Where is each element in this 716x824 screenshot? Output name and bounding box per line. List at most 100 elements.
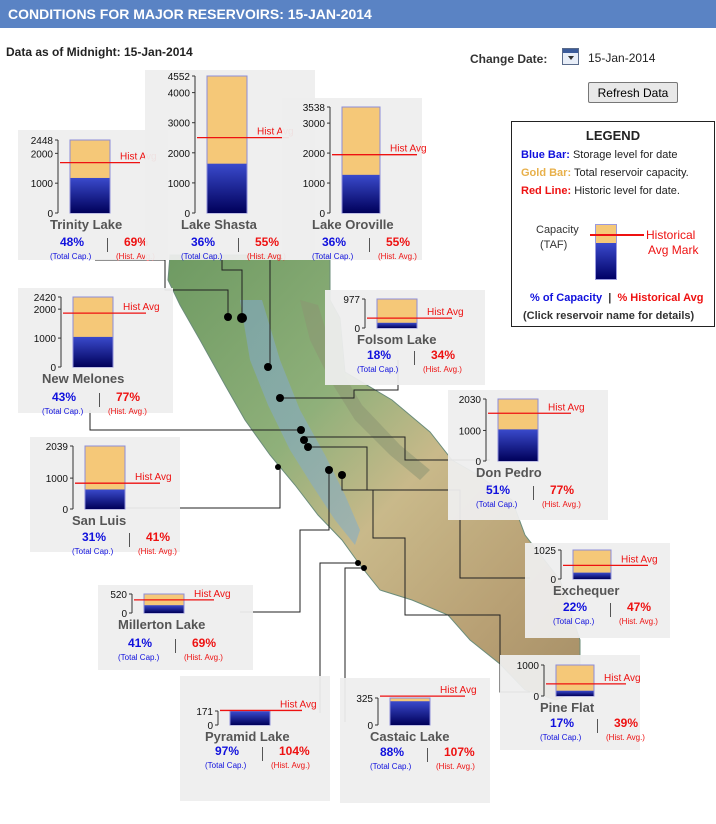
change-date-label: Change Date: — [470, 52, 548, 66]
page-header: CONDITIONS FOR MAJOR RESERVOIRS: 15-JAN-… — [0, 0, 716, 28]
reservoir-name-folsom-lake[interactable]: Folsom Lake — [357, 332, 437, 347]
pct-hist-avg: 47% — [627, 600, 652, 614]
pct-hist-avg: 69% — [124, 235, 149, 249]
total-cap-label: (Total Cap.) — [476, 500, 518, 509]
total-cap-label: (Total Cap.) — [181, 252, 223, 261]
pct-hist-avg: 69% — [192, 636, 217, 650]
reservoir-panel-pine-flat: 0 1000 Hist Avg Pine Flat 17% 39% (Total Cap.)… — [500, 655, 645, 750]
y-tick-label: 2448 — [31, 136, 54, 147]
total-cap-label: (Total Cap.) — [370, 762, 412, 771]
hist-avg-small-label: (Hist. Avg.) — [606, 733, 645, 742]
reservoir-chart-castaic-lake: 0 325 Hist Avg — [356, 685, 476, 732]
legend-red-text: Historic level for date. — [574, 185, 680, 197]
storage-bar — [70, 177, 110, 213]
hist-avg-small-label: (Hist. Avg.) — [423, 365, 462, 374]
hist-avg-label: Hist Avg — [427, 307, 464, 318]
y-tick-label: 2420 — [34, 293, 57, 304]
reservoir-name-lake-shasta[interactable]: Lake Shasta — [181, 217, 257, 232]
pct-capacity: 88% — [380, 745, 405, 759]
y-tick-label: 4000 — [168, 89, 191, 100]
pct-separator — [533, 486, 534, 500]
reservoir-name-don-pedro[interactable]: Don Pedro — [476, 465, 542, 480]
reservoir-name-pine-flat[interactable]: Pine Flat — [540, 700, 595, 715]
hist-avg-label: Hist Avg — [123, 302, 160, 313]
y-tick-label: 3538 — [303, 103, 326, 114]
reservoir-name-pyramid-lake[interactable]: Pyramid Lake — [205, 729, 290, 744]
pct-hist-avg: 41% — [146, 530, 171, 544]
reservoir-name-new-melones[interactable]: New Melones — [42, 371, 125, 386]
y-tick-label: 1000 — [303, 179, 326, 190]
pct-hist-avg: 77% — [116, 390, 141, 404]
pct-separator — [597, 719, 598, 733]
pct-hist-avg: 77% — [550, 483, 575, 497]
y-tick-label: 0 — [319, 209, 325, 220]
total-cap-label: (Total Cap.) — [118, 653, 160, 662]
y-tick-label: 4552 — [168, 72, 191, 83]
y-tick-label: 520 — [110, 590, 127, 601]
total-cap-label: (Total Cap.) — [540, 733, 582, 742]
total-cap-label: (Total Cap.) — [205, 761, 247, 770]
reservoir-name-san-luis[interactable]: San Luis — [72, 513, 127, 528]
reservoir-name-trinity-lake[interactable]: Trinity Lake — [50, 217, 123, 232]
refresh-data-button[interactable]: Refresh Data — [588, 82, 678, 103]
storage-bar — [207, 163, 247, 213]
y-tick-label: 1000 — [46, 474, 69, 485]
hist-avg-small-label: (Hist. Avg.) — [184, 653, 223, 662]
legend-gold-key: Gold Bar: — [521, 167, 572, 179]
y-tick-label: 0 — [367, 721, 373, 732]
hist-avg-small-label: (Hist. Avg.) — [138, 547, 177, 556]
storage-bar — [73, 336, 113, 367]
y-tick-label: 3000 — [168, 119, 191, 130]
total-cap-label: (Total Cap.) — [72, 547, 114, 556]
hist-avg-label: Hist Avg — [604, 673, 641, 684]
legend-blue-key: Blue Bar: — [521, 149, 570, 161]
legend-click-note: (Click reservoir name for details) — [523, 310, 695, 322]
legend-avg-mark-label: Avg Mark — [648, 243, 699, 257]
pct-separator — [99, 393, 100, 407]
reservoir-chart-don-pedro: 0 1000 2030 Hist Avg — [459, 395, 585, 468]
calendar-icon[interactable] — [562, 48, 579, 65]
y-tick-label: 2000 — [303, 149, 326, 160]
reservoir-chart-san-luis: 0 1000 2039 Hist Avg — [46, 442, 172, 516]
reservoir-panel-folsom-lake: 0 977 Hist Avg Folsom Lake 18% 34% (Total Cap.… — [325, 290, 485, 385]
legend-historical-label: Historical — [646, 228, 696, 242]
reservoir-name-lake-oroville[interactable]: Lake Oroville — [312, 217, 394, 232]
storage-bar — [390, 701, 430, 725]
data-as-of-label: Data as of Midnight: 15-Jan-2014 — [6, 45, 193, 59]
reservoir-name-castaic-lake[interactable]: Castaic Lake — [370, 729, 450, 744]
reservoir-name-exchequer[interactable]: Exchequer — [553, 583, 620, 598]
reservoir-chart-millerton-lake: 0 520 Hist Avg — [110, 589, 230, 620]
legend-sample-bar — [595, 224, 617, 280]
pct-capacity: 18% — [367, 348, 392, 362]
pct-capacity: 97% — [215, 744, 240, 758]
legend-pct-capacity: % of Capacity — [530, 292, 603, 304]
hist-avg-label: Hist Avg — [548, 402, 585, 413]
legend-pct-historical: % Historical Avg — [617, 292, 704, 304]
reservoir-chart-exchequer: 0 1025 Hist Avg — [534, 546, 658, 586]
pct-separator — [610, 603, 611, 617]
hist-avg-label: Hist Avg — [621, 554, 658, 565]
total-cap-label: (Total Cap.) — [312, 252, 354, 261]
page-title: CONDITIONS FOR MAJOR RESERVOIRS: 15-JAN-… — [8, 6, 372, 22]
hist-avg-small-label: (Hist. Avg.) — [378, 252, 417, 261]
y-tick-label: 1000 — [168, 179, 191, 190]
storage-bar — [342, 174, 380, 213]
pct-separator — [369, 238, 370, 252]
pct-separator — [107, 238, 108, 252]
hist-avg-label: Hist Avg — [257, 127, 294, 138]
y-tick-label: 2000 — [31, 149, 54, 160]
reservoir-panel-don-pedro: 0 1000 2030 Hist Avg Don Pedro 51% 77% (Total C… — [448, 390, 608, 520]
y-tick-label: 2000 — [168, 149, 191, 160]
pct-capacity: 43% — [52, 390, 77, 404]
reservoir-chart-pine-flat: 0 1000 Hist Avg — [517, 661, 641, 703]
pct-separator — [414, 351, 415, 365]
y-tick-label: 0 — [533, 692, 539, 703]
reservoir-name-millerton-lake[interactable]: Millerton Lake — [118, 617, 206, 632]
y-tick-label: 0 — [550, 575, 556, 586]
reservoir-panel-lake-oroville: 0 1000 2000 3000 3538 Hist Avg Lake Oroville 36… — [282, 98, 427, 261]
reservoir-panel-millerton-lake: 0 520 Hist Avg Millerton Lake 41% 69% (Total C… — [98, 585, 253, 670]
total-cap-label: (Total Cap.) — [553, 617, 595, 626]
storage-bar — [85, 489, 125, 509]
pct-capacity: 31% — [82, 530, 107, 544]
pct-hist-avg: 34% — [431, 348, 456, 362]
